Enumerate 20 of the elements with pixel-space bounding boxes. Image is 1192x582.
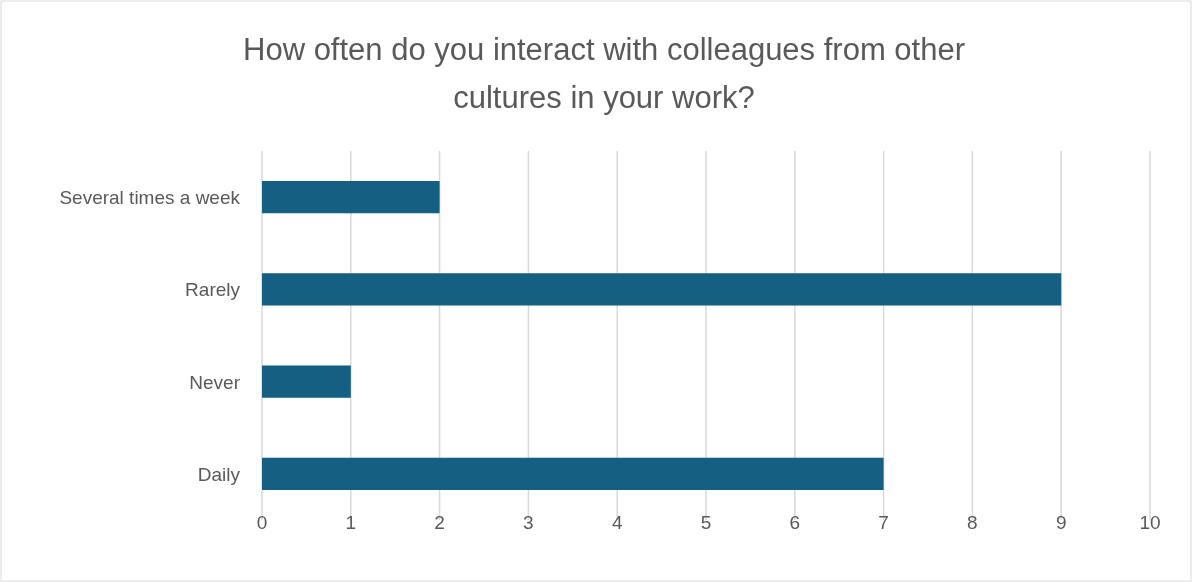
- x-tick-label: 2: [434, 512, 445, 533]
- x-tick-label: 0: [256, 512, 268, 533]
- bar: [262, 180, 440, 214]
- x-tick-label: 5: [700, 512, 712, 533]
- x-tick-label: 8: [967, 512, 978, 533]
- x-tick-label: 3: [523, 512, 534, 533]
- bar: [262, 365, 351, 398]
- x-tick-label: 7: [878, 512, 889, 533]
- y-tick-label: Several times a week: [59, 187, 241, 209]
- x-tick-label: 10: [1139, 512, 1161, 533]
- y-tick-label: Daily: [197, 463, 241, 485]
- y-tick-label: Never: [189, 371, 241, 393]
- bar: [262, 273, 1062, 306]
- x-tick-label: 6: [789, 512, 801, 533]
- chart-title: How often do you interact with colleagues from other cultures in your work?: [243, 32, 965, 115]
- x-tick-label: 9: [1055, 512, 1067, 533]
- x-tick-label: 1: [345, 512, 357, 533]
- x-tick-label: 4: [611, 512, 623, 533]
- y-tick-label: Rarely: [185, 279, 241, 301]
- bar: [262, 457, 884, 491]
